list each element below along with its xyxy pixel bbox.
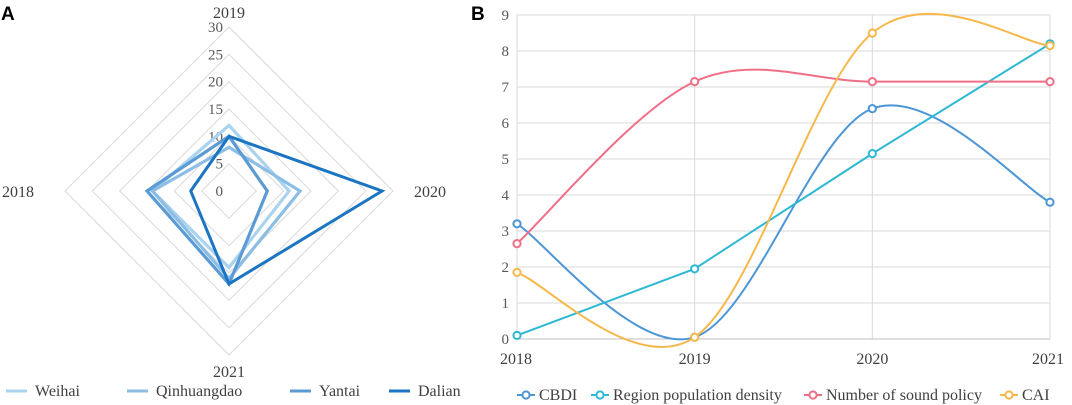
x-tick-label: 2020 xyxy=(856,351,888,368)
radar-grid-ring xyxy=(91,53,367,329)
y-tick-label: 6 xyxy=(502,116,510,132)
data-point xyxy=(512,267,522,277)
radar-axis-label: 2021 xyxy=(213,364,245,381)
data-point xyxy=(690,77,700,87)
radar-tick-label: 25 xyxy=(208,47,223,63)
data-point xyxy=(512,219,522,229)
series-line-3 xyxy=(516,12,1051,348)
radar-series-qinhuangdao xyxy=(149,145,303,281)
data-point xyxy=(1045,41,1055,51)
legend-label: Region population density xyxy=(613,387,782,404)
x-tick-label: 2019 xyxy=(679,351,711,368)
legend-label: Qinhuangdao xyxy=(156,383,242,400)
legend-marker xyxy=(595,390,605,400)
series-line-1 xyxy=(516,42,1051,337)
radar-tick-label: 20 xyxy=(208,75,223,91)
legend-label: CAI xyxy=(1022,387,1050,404)
data-point xyxy=(867,104,877,114)
series-line-0 xyxy=(516,104,1051,341)
data-point xyxy=(512,239,522,249)
x-tick-label: 2018 xyxy=(500,351,532,368)
legend-marker xyxy=(1004,390,1014,400)
y-tick-label: 0 xyxy=(502,332,510,348)
radar-tick-label: 15 xyxy=(208,102,223,118)
legend-marker xyxy=(808,390,818,400)
radar-axis-label: 2018 xyxy=(2,184,34,201)
y-tick-label: 3 xyxy=(502,224,510,240)
panel-label-b: B xyxy=(471,4,485,25)
data-point xyxy=(690,332,700,342)
data-point xyxy=(1045,197,1055,207)
legend-label: Number of sound policy xyxy=(826,387,982,404)
radar-axis-label: 2019 xyxy=(213,5,245,22)
y-tick-label: 2 xyxy=(502,260,510,276)
panel-label-a: A xyxy=(1,4,15,25)
radar-axis-label: 2020 xyxy=(414,184,446,201)
series-line-2 xyxy=(516,68,1050,245)
data-point xyxy=(867,149,877,159)
radar-tick-label: 30 xyxy=(208,20,223,36)
radar-tick-label: 5 xyxy=(216,157,224,173)
data-point xyxy=(1045,77,1055,87)
radar-tick-label: 0 xyxy=(216,184,224,200)
y-tick-label: 1 xyxy=(502,296,510,312)
line-chart: 0 1 2 3 4 5 6 7 8 9 2018 2019 2020 2021 CBDI Region pop… xyxy=(500,8,1064,404)
y-tick-label: 8 xyxy=(502,44,510,60)
legend-label: Weihai xyxy=(35,383,80,400)
y-tick-label: 9 xyxy=(502,8,510,24)
data-point xyxy=(512,330,522,340)
y-tick-label: 7 xyxy=(502,80,510,96)
y-tick-label: 4 xyxy=(502,188,510,204)
legend-label: CBDI xyxy=(539,387,577,404)
radar-grid-ring xyxy=(64,26,394,356)
radar-series-dalian xyxy=(189,134,386,287)
radar-grid-ring xyxy=(173,135,285,247)
legend-marker xyxy=(521,390,531,400)
legend-label: Dalian xyxy=(418,383,461,400)
data-point xyxy=(690,264,700,274)
radar-grid-ring xyxy=(146,108,312,274)
x-tick-label: 2021 xyxy=(1032,351,1064,368)
legend-label: Yantai xyxy=(319,383,361,400)
data-point xyxy=(867,28,877,38)
radar-grid-ring xyxy=(118,80,340,302)
radar-grid-ring xyxy=(200,162,258,220)
data-point xyxy=(867,77,877,87)
y-tick-label: 5 xyxy=(502,152,510,168)
